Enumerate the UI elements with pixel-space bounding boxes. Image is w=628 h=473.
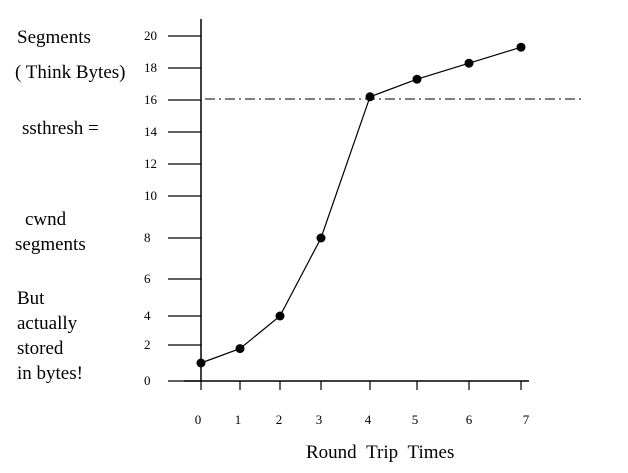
y-tick-label-20: 20 [144,28,157,43]
data-point-2 [275,311,285,321]
data-point-4 [365,92,375,102]
ssthresh-label: ssthresh = [22,118,99,139]
y-axis-title: Segments [17,27,91,48]
x-tick-label-3: 3 [316,412,323,427]
x-axis-title: Round Trip Times [306,442,455,463]
data-point-7 [516,42,526,52]
y-tick-label-8: 8 [144,230,151,245]
x-tick-label-5: 5 [412,412,419,427]
cwnd-label: cwnd [25,209,67,230]
y-tick-label-12: 12 [144,156,157,171]
y-tick-label-2: 2 [144,337,151,352]
x-tick-label-2: 2 [276,412,283,427]
x-tick-label-4: 4 [365,412,372,427]
note-line-in-bytes: in bytes! [17,363,83,384]
cwnd-segments-label: segments [15,234,86,255]
data-point-3 [316,233,326,243]
y-tick-label-4: 4 [144,308,151,323]
x-tick-label-0: 0 [195,412,202,427]
x-tick-label-7: 7 [523,412,530,427]
y-tick-label-6: 6 [144,271,151,286]
y-tick-label-14: 14 [144,124,158,139]
x-tick-label-6: 6 [466,412,473,427]
y-tick-label-16: 16 [144,92,158,107]
series-line-0 [200,46,522,364]
data-point-0 [196,358,206,368]
y-axis-subtitle: ( Think Bytes) [15,62,126,83]
y-tick-label-10: 10 [144,188,157,203]
series-group [196,42,526,368]
note-line-actually: actually [17,313,78,334]
y-tick-label-0: 0 [144,373,151,388]
note-line-but: But [17,288,45,309]
note-line-stored: stored [17,338,64,359]
y-tick-label-18: 18 [144,60,157,75]
data-point-5 [412,74,422,84]
data-point-6 [464,58,474,68]
data-point-1 [235,344,245,354]
x-tick-label-1: 1 [235,412,242,427]
